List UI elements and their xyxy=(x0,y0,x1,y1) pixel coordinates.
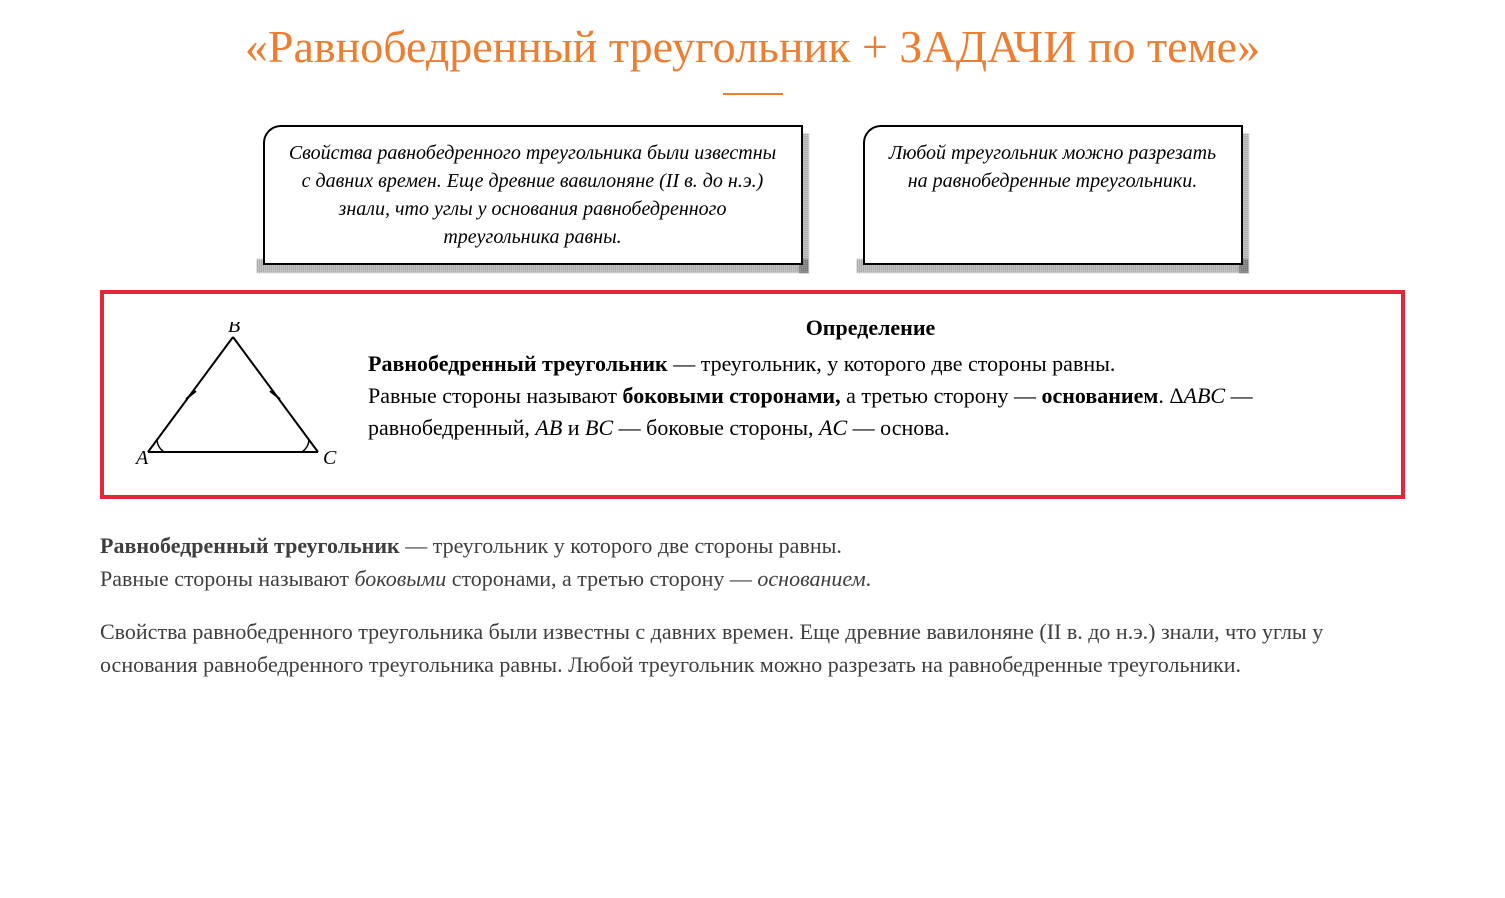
defn-desc1: треугольник, у которого две стороны равн… xyxy=(701,351,1116,376)
page-title: «Равнобедренный треугольник + ЗАДАЧИ по … xyxy=(60,20,1445,73)
vertex-a-label: A xyxy=(134,447,149,469)
d-abc: ABC xyxy=(1184,383,1226,408)
p1-t7: . xyxy=(866,566,872,591)
p1-t2: — треугольник у которого две стороны рав… xyxy=(400,533,842,558)
definition-heading: Определение xyxy=(368,312,1373,344)
triangle-diagram: A B C xyxy=(128,322,338,477)
p1-t1: Равнобедренный треугольник xyxy=(100,533,400,558)
p1-t5: сторонами, а третью сторону — xyxy=(446,566,757,591)
d2b: боковыми сторонами, xyxy=(622,383,840,408)
body-paragraph-1: Равнобедренный треугольник — треугольник… xyxy=(100,529,1405,595)
definition-content: Определение Равнобедренный треугольник —… xyxy=(368,312,1373,444)
callouts-row: Свойства равнобедренного треугольника бы… xyxy=(60,125,1445,265)
definition-line1: Равнобедренный треугольник — треугольник… xyxy=(368,348,1373,380)
d-ac: AC xyxy=(819,415,847,440)
d2c: а третью сторону — xyxy=(841,383,1042,408)
vertex-c-label: C xyxy=(323,447,337,469)
vertex-b-label: B xyxy=(228,322,240,337)
callout-shadow xyxy=(257,259,809,273)
callout-right: Любой треугольник можно разрезать на рав… xyxy=(863,125,1243,265)
d2h: — боковые стороны, xyxy=(613,415,819,440)
d-ab: AB xyxy=(535,415,562,440)
definition-line2: Равные стороны называют боковыми сторона… xyxy=(368,380,1373,444)
callout-shadow-right xyxy=(1239,133,1249,273)
definition-frame: A B C Определение Равнобедренный треугол… xyxy=(100,290,1405,499)
p1-t6: основанием xyxy=(757,566,865,591)
d-bc: BC xyxy=(585,415,613,440)
defn-term: Равнобедренный треугольник xyxy=(368,351,668,376)
d2g: и xyxy=(562,415,585,440)
d2e: . Δ xyxy=(1158,383,1183,408)
callout-left: Свойства равнобедренного треугольника бы… xyxy=(263,125,803,265)
d2d: основанием xyxy=(1041,383,1158,408)
title-divider xyxy=(723,93,783,95)
body-paragraph-2: Свойства равнобедренного треугольника бы… xyxy=(100,615,1405,681)
d2i: — основа. xyxy=(847,415,949,440)
callout-left-text: Свойства равнобедренного треугольника бы… xyxy=(289,142,776,248)
callout-shadow xyxy=(857,259,1249,273)
defn-sep: — xyxy=(668,351,701,376)
d2a: Равные стороны называют xyxy=(368,383,622,408)
p1-t4: боковыми xyxy=(354,566,446,591)
callout-shadow-right xyxy=(799,133,809,273)
p1-t3: Равные стороны называют xyxy=(100,566,354,591)
callout-right-text: Любой треугольник можно разрезать на рав… xyxy=(889,142,1216,192)
